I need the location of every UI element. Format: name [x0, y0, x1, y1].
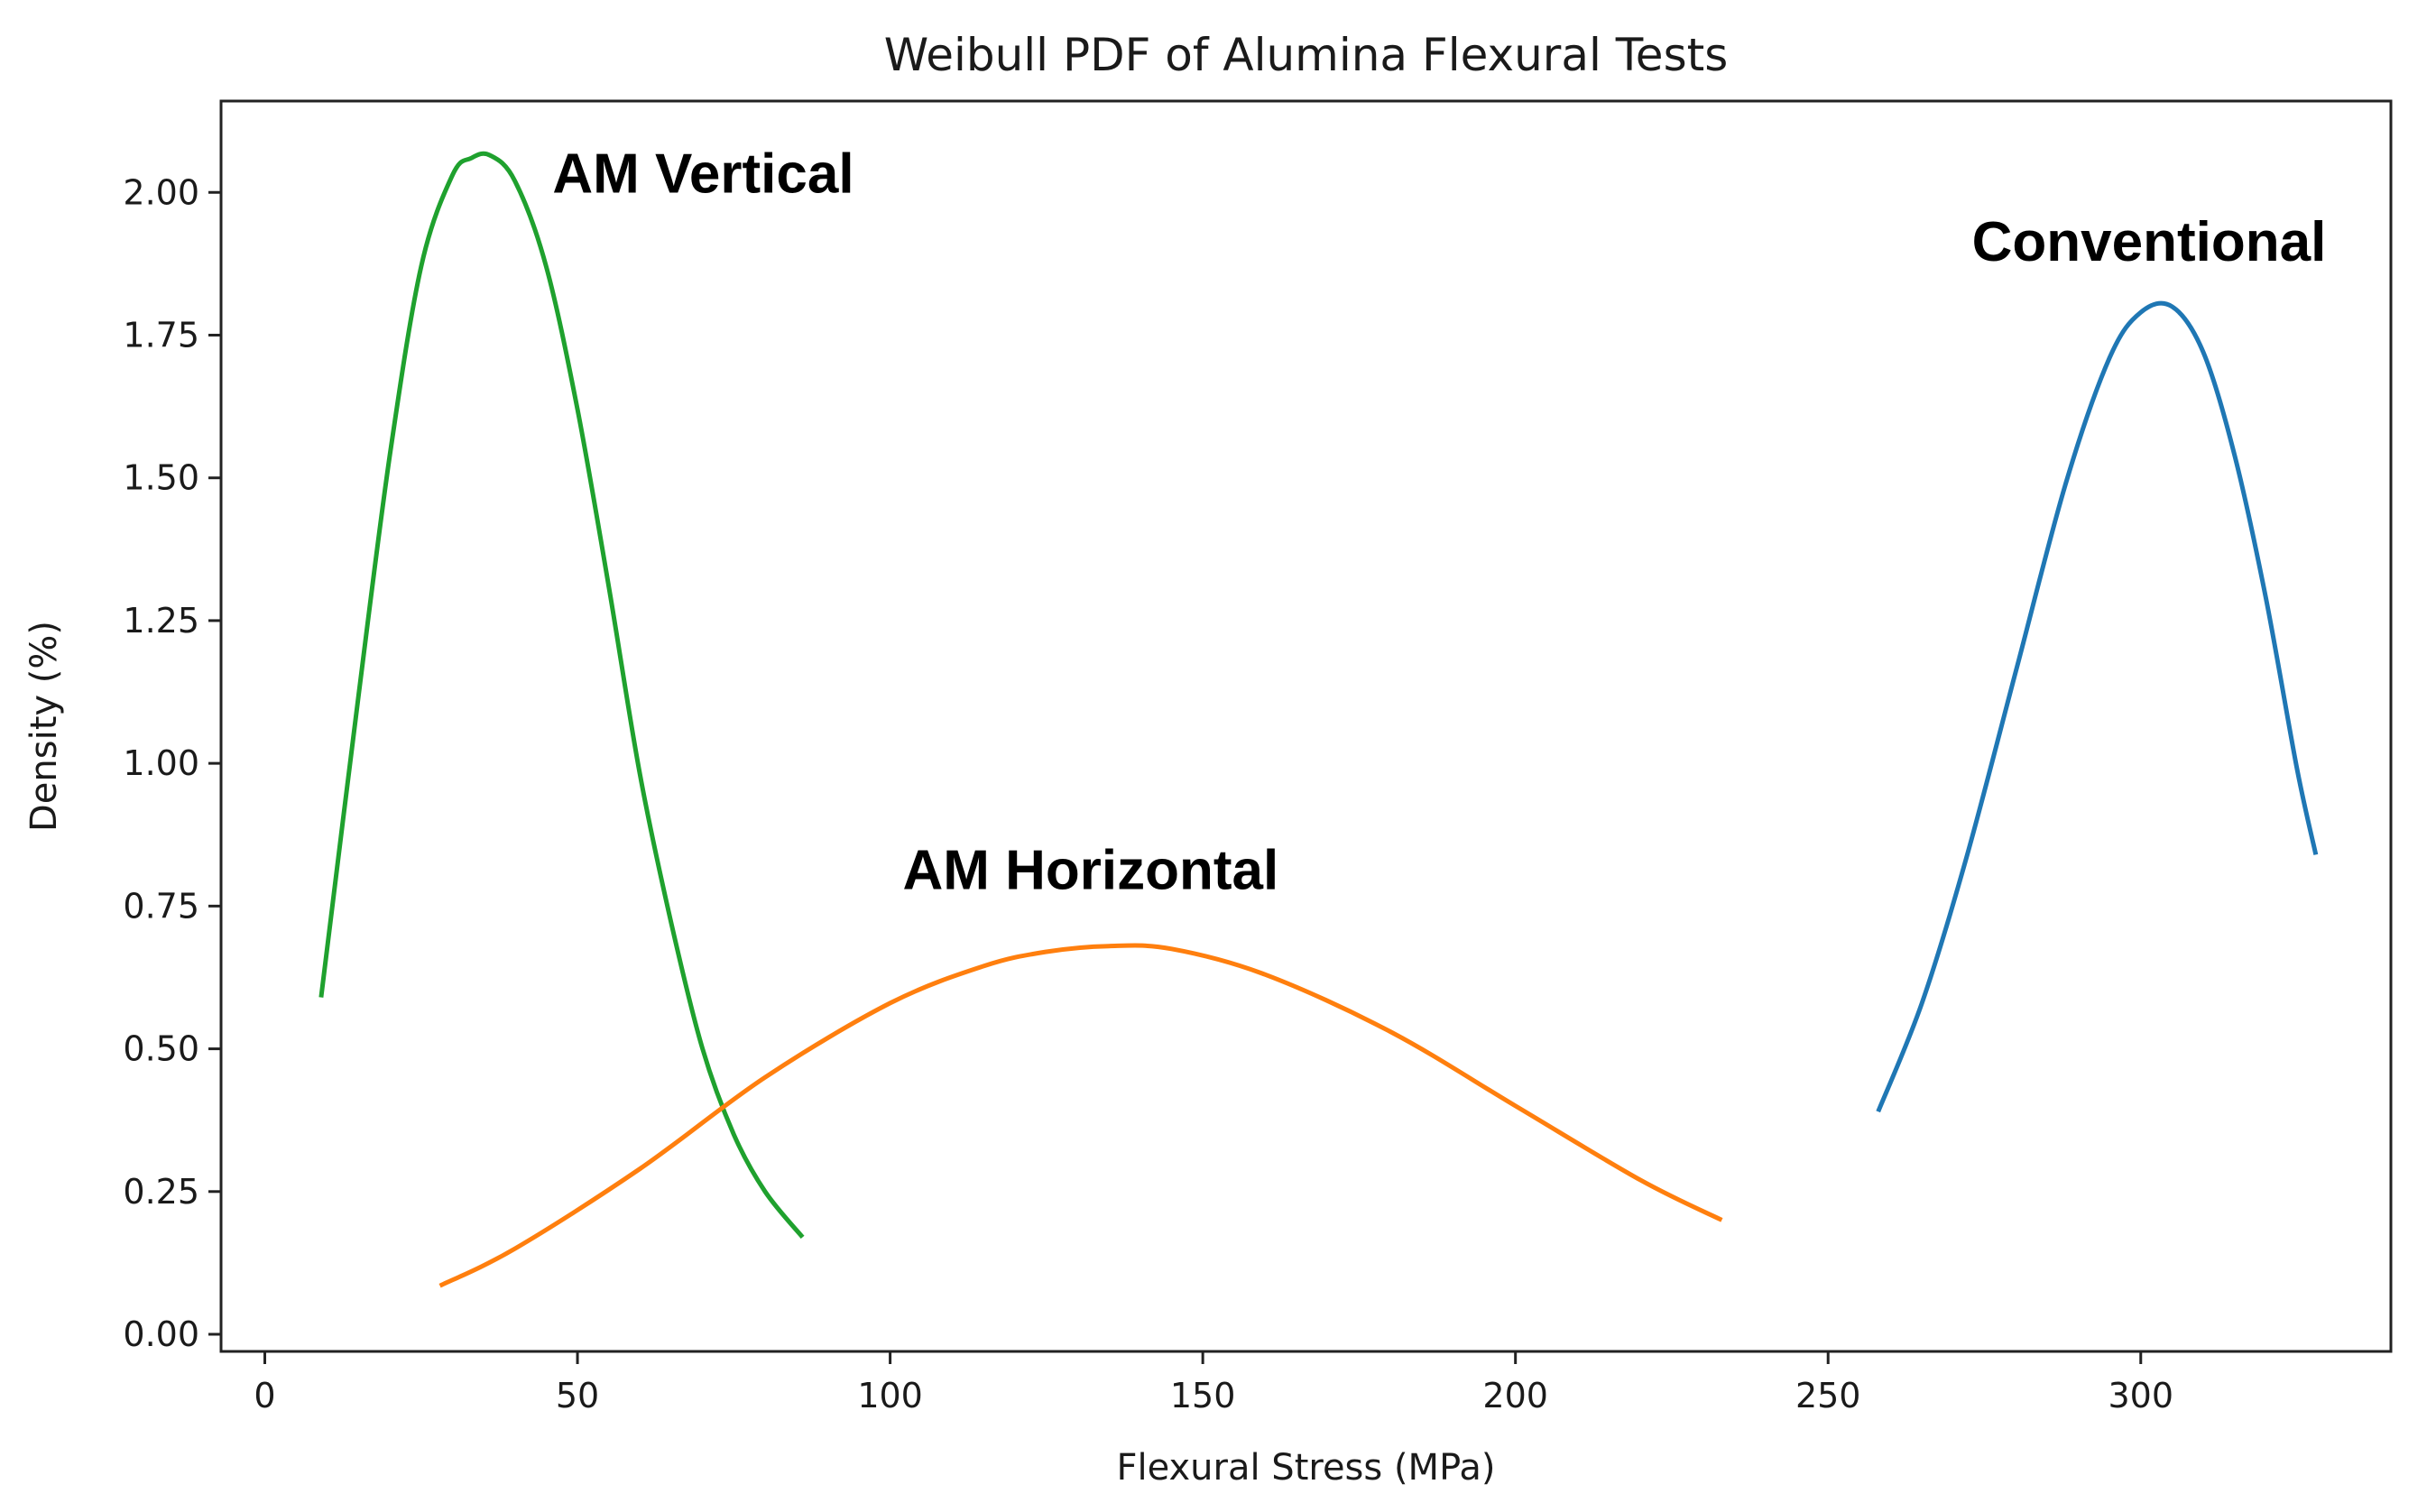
x-tick-label: 150 [1170, 1376, 1236, 1415]
x-tick-label: 300 [2108, 1376, 2174, 1415]
annotation-am-vertical: AM Vertical [552, 143, 854, 205]
x-axis: 0 50 100 150 200 250 300 [254, 1351, 2173, 1415]
y-tick-label: 1.50 [123, 458, 199, 498]
x-tick-label: 0 [254, 1376, 275, 1415]
plot-area: AM Vertical AM Horizontal Conventional [219, 99, 2393, 1353]
series-line-conventional [1876, 300, 2319, 1113]
y-axis-title: Density (%) [23, 621, 65, 832]
x-tick-label: 50 [556, 1376, 599, 1415]
y-tick-label: 0.75 [123, 886, 199, 926]
y-tick-label: 1.75 [123, 315, 199, 355]
plot-frame [219, 99, 2393, 1353]
y-tick-label: 0.50 [123, 1029, 199, 1069]
y-tick-label: 1.25 [123, 601, 199, 641]
series-line-am-horizontal [438, 943, 1723, 1288]
annotation-conventional: Conventional [1972, 211, 2327, 273]
y-tick-label: 0.25 [123, 1172, 199, 1212]
y-axis: 0.00 0.25 0.50 0.75 1.00 1.25 1.50 1.75 2.00 [123, 172, 221, 1354]
y-tick-label: 1.00 [123, 743, 199, 783]
series-line-am-vertical [318, 151, 805, 1240]
y-tick-label: 0.00 [123, 1314, 199, 1354]
y-tick-label: 2.00 [123, 172, 199, 212]
annotation-layer: AM Vertical AM Horizontal Conventional [552, 143, 2326, 901]
x-tick-label: 200 [1482, 1376, 1548, 1415]
series-layer [318, 151, 2319, 1288]
x-tick-label: 250 [1795, 1376, 1861, 1415]
x-tick-label: 100 [857, 1376, 923, 1415]
annotation-am-horizontal: AM Horizontal [902, 839, 1278, 901]
x-axis-title: Flexural Stress (MPa) [1116, 1447, 1495, 1489]
chart-title: Weibull PDF of Alumina Flexural Tests [884, 29, 1729, 81]
